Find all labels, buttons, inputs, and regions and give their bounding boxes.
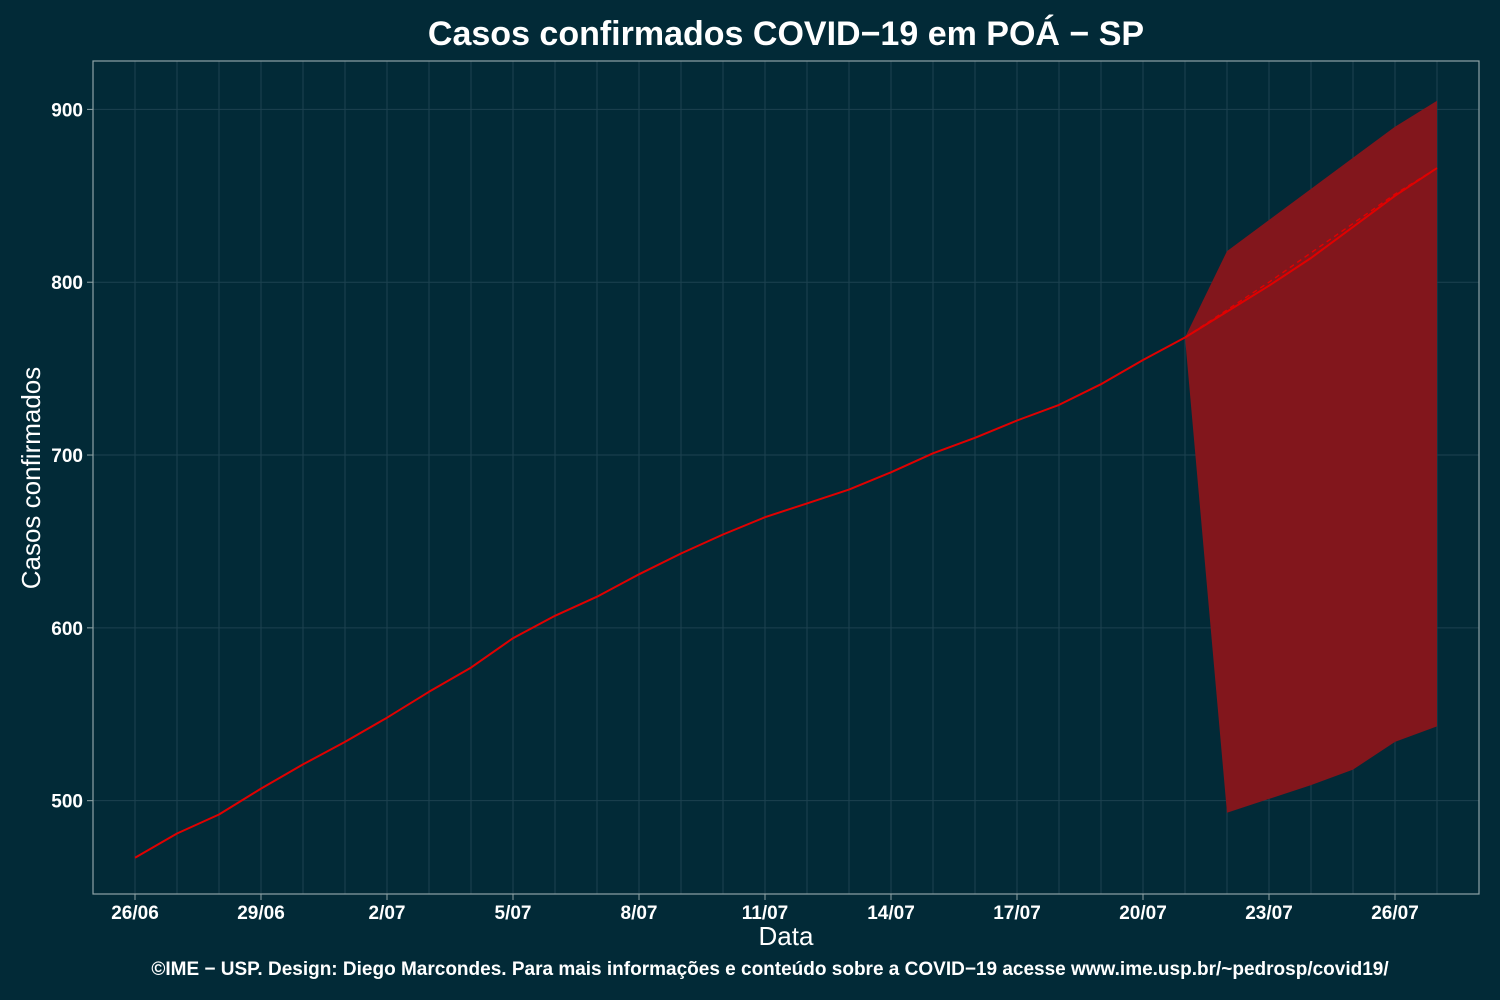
x-tick-label: 26/06 xyxy=(111,903,159,924)
caption: ©IME − USP. Design: Diego Marcondes. Par… xyxy=(151,959,1389,980)
y-tick-label: 600 xyxy=(51,619,83,640)
series-line-forecast-dashed xyxy=(1184,167,1438,339)
y-tick-label: 800 xyxy=(51,273,83,294)
x-tick-label: 8/07 xyxy=(621,903,658,924)
x-tick-label: 5/07 xyxy=(495,903,532,924)
chart-title: Casos confirmados COVID−19 em POÁ − SP xyxy=(428,15,1144,53)
y-axis: 500 600 700 800 900 xyxy=(51,100,93,813)
y-tick-label: 500 xyxy=(51,792,83,813)
y-axis-label: Casos confirmados xyxy=(16,367,46,590)
y-tick-label: 900 xyxy=(51,100,83,121)
x-tick-label: 23/07 xyxy=(1245,903,1293,924)
x-axis: 26/06 29/06 2/07 5/07 8/07 11/07 14/07 17/07 20/… xyxy=(111,894,1419,924)
x-tick-label: 2/07 xyxy=(369,903,406,924)
confidence-band-layer xyxy=(1185,100,1437,813)
x-axis-label: Data xyxy=(759,921,814,951)
series-line-observed xyxy=(134,336,1186,859)
x-tick-label: 26/07 xyxy=(1371,903,1419,924)
x-tick-label: 29/06 xyxy=(237,903,285,924)
x-tick-label: 11/07 xyxy=(742,903,789,924)
series-layer xyxy=(134,167,1438,859)
x-tick-label: 17/07 xyxy=(993,903,1041,924)
confidence-band xyxy=(1185,100,1437,813)
x-tick-label: 14/07 xyxy=(867,903,915,924)
x-tick-label: 20/07 xyxy=(1119,903,1167,924)
series-line-forecast xyxy=(1184,167,1438,339)
y-tick-label: 700 xyxy=(51,446,83,467)
panel-border xyxy=(92,60,1480,895)
